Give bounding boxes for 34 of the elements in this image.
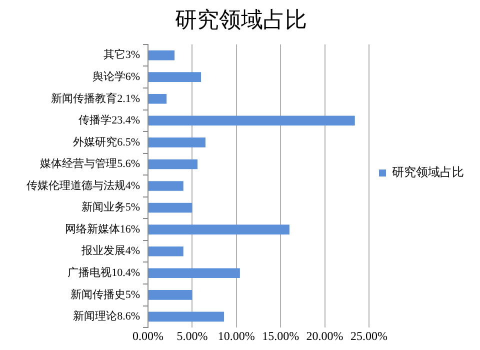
bar (148, 138, 206, 148)
y-tick-label: 外媒研究6.5% (73, 135, 140, 148)
x-tick-label: 10.00% (218, 328, 255, 343)
y-tick-label: 报业发展4% (80, 244, 140, 258)
bar (148, 116, 355, 126)
y-tick-label: 新闻业务5% (81, 200, 140, 214)
y-tick-label: 新闻传播史5% (70, 288, 140, 301)
bar (148, 181, 184, 191)
bar (148, 268, 240, 278)
bar (148, 202, 192, 213)
legend-label: 研究领域占比 (392, 165, 464, 180)
x-tick-label: 15.00% (262, 328, 300, 343)
x-tick-label: 5.00% (176, 328, 208, 343)
y-tick-label: 舆论学6% (92, 70, 140, 83)
y-tick-label: 其它3% (103, 48, 140, 62)
y-tick-label: 新闻理论8.6% (73, 310, 140, 323)
x-tick-label: 0.00% (132, 328, 164, 343)
y-tick-label: 广播电视10.4% (68, 266, 140, 280)
x-tick-label: 20.00% (306, 328, 344, 343)
y-tick-label: 新闻传播教育2.1% (51, 92, 140, 105)
y-tick-label: 网络新媒体16% (64, 222, 140, 236)
bar (148, 50, 175, 60)
bar (148, 312, 224, 322)
bar (148, 246, 184, 256)
x-tick-label: 25.00% (350, 328, 388, 343)
bar (148, 224, 290, 234)
bar (148, 290, 192, 300)
y-tick-label: 媒体经营与管理5.6% (40, 157, 140, 170)
chart-title: 研究领域占比 (175, 6, 307, 32)
y-tick-label: 传媒伦理道德与法规4% (26, 178, 140, 192)
y-tick-label: 传播学23.4% (78, 114, 140, 127)
bar (148, 94, 167, 104)
bar (148, 159, 198, 170)
bar (148, 72, 202, 82)
